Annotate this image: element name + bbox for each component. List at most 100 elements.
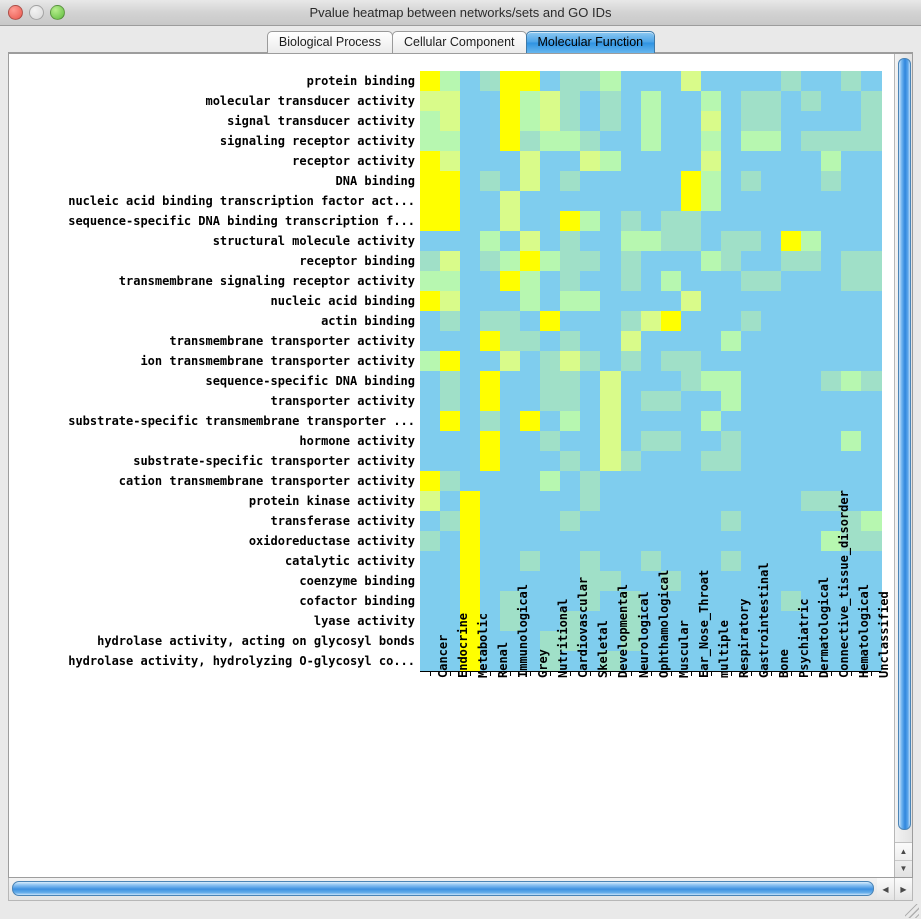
heatmap-cell[interactable] [600,131,622,151]
heatmap-cell[interactable] [821,471,842,491]
heatmap-cell[interactable] [560,111,581,131]
heatmap-cell[interactable] [760,311,782,331]
heatmap-cell[interactable] [861,351,882,371]
heatmap-cell[interactable] [640,411,662,431]
heatmap-cell[interactable] [560,391,581,411]
heatmap-cell[interactable] [420,651,441,671]
heatmap-cell[interactable] [640,111,662,131]
heatmap-cell[interactable] [520,531,541,551]
heatmap-cell[interactable] [560,451,581,471]
heatmap-cell[interactable] [520,211,541,231]
heatmap-cell[interactable] [660,171,682,191]
heatmap-cell[interactable] [460,351,481,371]
heatmap-cell[interactable] [460,511,481,531]
heatmap-cell[interactable] [640,611,662,631]
heatmap-cell[interactable] [520,411,541,431]
heatmap-cell[interactable] [640,271,662,291]
heatmap-cell[interactable] [740,191,762,211]
heatmap-cell[interactable] [780,471,802,491]
heatmap-cell[interactable] [580,91,602,111]
heatmap-cell[interactable] [700,531,722,551]
heatmap-cell[interactable] [760,251,782,271]
heatmap-cell[interactable] [580,551,602,571]
heatmap-cell[interactable] [600,651,622,671]
heatmap-cell[interactable] [600,251,622,271]
heatmap-cell[interactable] [600,231,622,251]
heatmap-cell[interactable] [821,571,842,591]
heatmap-cell[interactable] [520,291,541,311]
heatmap-cell[interactable] [740,231,762,251]
heatmap-cell[interactable] [800,571,822,591]
heatmap-cell[interactable] [420,571,441,591]
heatmap-cell[interactable] [560,331,581,351]
heatmap-cell[interactable] [720,391,742,411]
heatmap-cell[interactable] [460,491,481,511]
heatmap-cell[interactable] [600,331,622,351]
heatmap-cell[interactable] [500,471,521,491]
heatmap-cell[interactable] [500,411,521,431]
heatmap-cell[interactable] [800,451,822,471]
tab-biological-process[interactable]: Biological Process [266,31,394,53]
heatmap-cell[interactable] [660,351,682,371]
heatmap-cell[interactable] [540,611,561,631]
heatmap-cell[interactable] [480,331,501,351]
heatmap-cell[interactable] [620,451,642,471]
heatmap-cell[interactable] [720,511,742,531]
heatmap-cell[interactable] [800,151,822,171]
horizontal-scrollbar-thumb[interactable] [12,881,874,896]
heatmap-cell[interactable] [480,71,501,91]
heatmap-cell[interactable] [640,451,662,471]
heatmap-cell[interactable] [700,131,722,151]
heatmap-cell[interactable] [861,71,882,91]
heatmap-cell[interactable] [841,171,862,191]
heatmap-cell[interactable] [780,71,802,91]
heatmap-cell[interactable] [800,211,822,231]
heatmap-cell[interactable] [700,91,722,111]
heatmap-cell[interactable] [480,311,501,331]
heatmap-cell[interactable] [861,391,882,411]
heatmap-cell[interactable] [460,651,481,671]
heatmap-cell[interactable] [861,611,882,631]
heatmap-cell[interactable] [821,311,842,331]
heatmap-cell[interactable] [780,591,802,611]
scroll-down-icon[interactable]: ▼ [899,864,908,873]
heatmap-cell[interactable] [660,451,682,471]
heatmap-cell[interactable] [800,291,822,311]
heatmap-cell[interactable] [680,571,702,591]
heatmap-cell[interactable] [841,651,862,671]
heatmap-cell[interactable] [760,631,782,651]
heatmap-cell[interactable] [700,111,722,131]
heatmap-cell[interactable] [600,571,622,591]
heatmap-cell[interactable] [740,151,762,171]
heatmap-cell[interactable] [821,151,842,171]
heatmap-cell[interactable] [680,611,702,631]
heatmap-cell[interactable] [660,91,682,111]
heatmap-cell[interactable] [620,611,642,631]
heatmap-cell[interactable] [500,291,521,311]
heatmap-cell[interactable] [520,511,541,531]
heatmap-cell[interactable] [760,91,782,111]
heatmap-cell[interactable] [740,431,762,451]
heatmap-cell[interactable] [861,551,882,571]
heatmap-cell[interactable] [800,511,822,531]
heatmap-cell[interactable] [861,471,882,491]
heatmap-cell[interactable] [760,231,782,251]
heatmap-cell[interactable] [620,631,642,651]
heatmap-cell[interactable] [600,371,622,391]
heatmap-cell[interactable] [760,291,782,311]
heatmap-cell[interactable] [841,291,862,311]
horizontal-scrollbar[interactable]: ◀ ▶ [8,878,913,901]
heatmap-cell[interactable] [440,91,461,111]
heatmap-cell[interactable] [620,91,642,111]
scroll-left-icon[interactable]: ◀ [877,878,895,900]
heatmap-cell[interactable] [680,371,702,391]
heatmap-cell[interactable] [540,371,561,391]
heatmap-cell[interactable] [780,311,802,331]
heatmap-cell[interactable] [440,391,461,411]
heatmap-cell[interactable] [580,591,602,611]
heatmap-cell[interactable] [740,371,762,391]
heatmap-cell[interactable] [800,111,822,131]
heatmap-cell[interactable] [500,131,521,151]
heatmap-cell[interactable] [480,591,501,611]
heatmap-cell[interactable] [720,211,742,231]
